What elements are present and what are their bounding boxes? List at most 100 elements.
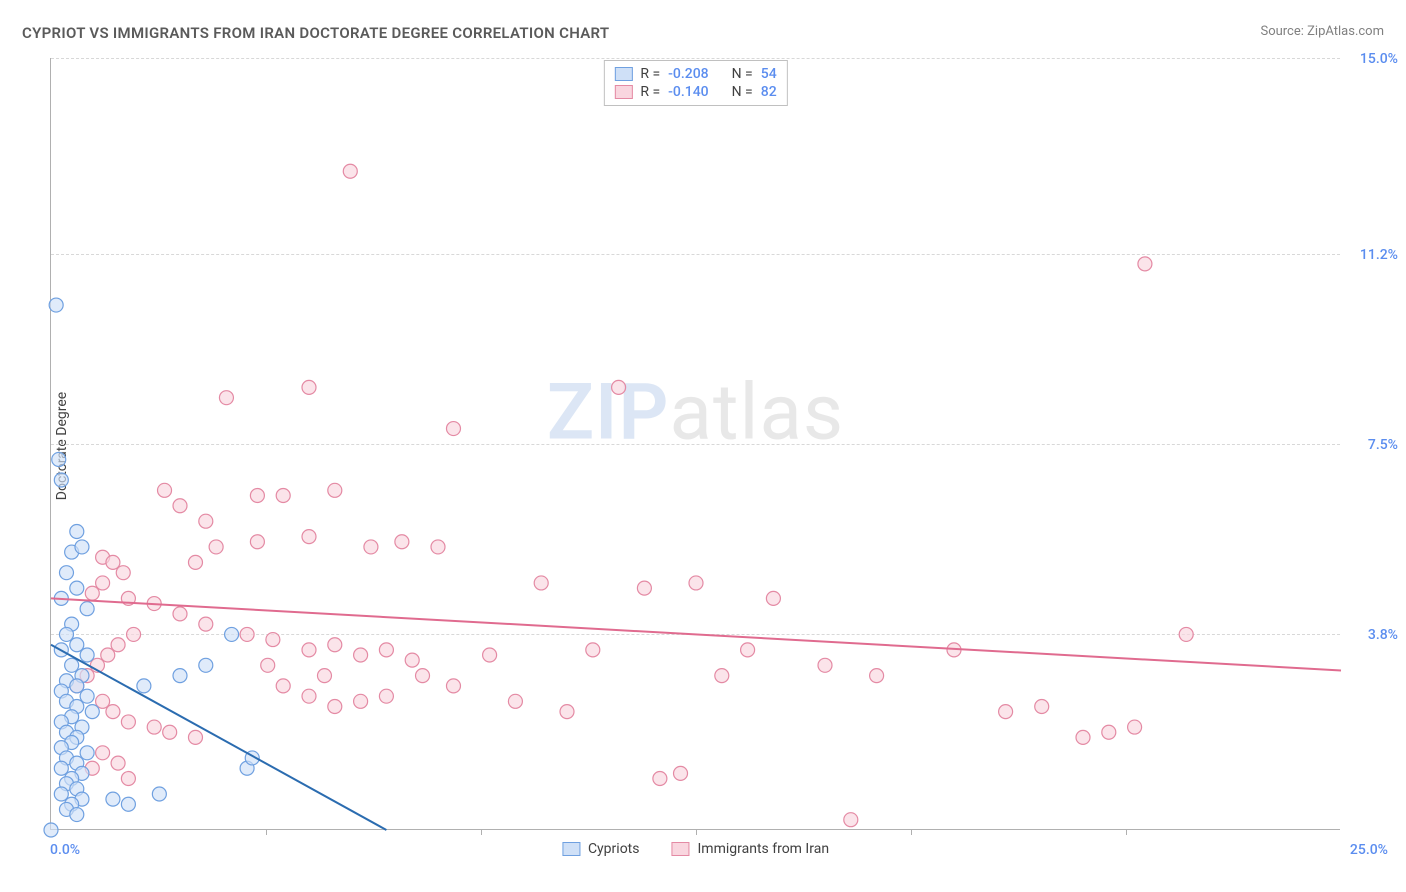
data-point — [766, 591, 780, 605]
data-point — [1138, 257, 1152, 271]
data-point — [999, 705, 1013, 719]
data-point — [106, 705, 120, 719]
data-point — [121, 715, 135, 729]
data-point — [431, 540, 445, 554]
data-point — [240, 627, 254, 641]
data-point — [1076, 730, 1090, 744]
trend-line — [51, 645, 386, 830]
legend-label: Immigrants from Iran — [697, 841, 829, 857]
data-point — [354, 694, 368, 708]
data-point — [317, 669, 331, 683]
data-point — [328, 699, 342, 713]
data-point — [261, 658, 275, 672]
data-point — [379, 689, 393, 703]
data-point — [70, 524, 84, 538]
legend-label: Cypriots — [588, 841, 640, 857]
data-point — [80, 689, 94, 703]
data-point — [96, 694, 110, 708]
data-point — [85, 586, 99, 600]
y-tick-label: 3.8% — [1368, 627, 1398, 643]
data-point — [188, 730, 202, 744]
x-tick — [266, 829, 267, 835]
data-point — [250, 535, 264, 549]
stats-r-value: -0.140 — [668, 84, 708, 100]
chart-source: Source: ZipAtlas.com — [1260, 24, 1384, 39]
data-point — [96, 576, 110, 590]
data-point — [188, 555, 202, 569]
data-point — [250, 488, 264, 502]
data-point — [328, 483, 342, 497]
stats-box: R = -0.208 N = 54 R = -0.140 N = 82 — [603, 60, 787, 106]
data-point — [276, 679, 290, 693]
data-point — [395, 535, 409, 549]
data-point — [52, 452, 66, 466]
data-point — [674, 766, 688, 780]
data-point — [59, 627, 73, 641]
data-point — [199, 617, 213, 631]
data-point — [741, 643, 755, 657]
data-point — [70, 679, 84, 693]
data-point — [302, 643, 316, 657]
legend-item: Immigrants from Iran — [671, 841, 829, 857]
data-point — [689, 576, 703, 590]
data-point — [1128, 720, 1142, 734]
data-point — [49, 298, 63, 312]
x-tick — [911, 829, 912, 835]
data-point — [446, 422, 460, 436]
data-point — [364, 540, 378, 554]
data-point — [225, 627, 239, 641]
data-point — [343, 164, 357, 178]
x-max-label: 25.0% — [1350, 842, 1388, 858]
data-point — [818, 658, 832, 672]
data-point — [173, 499, 187, 513]
legend-item: Cypriots — [562, 841, 640, 857]
data-point — [446, 679, 460, 693]
data-point — [560, 705, 574, 719]
data-point — [276, 488, 290, 502]
data-point — [70, 808, 84, 822]
data-point — [96, 746, 110, 760]
x-tick — [481, 829, 482, 835]
stats-n-label: N = — [732, 66, 753, 82]
data-point — [54, 473, 68, 487]
stats-row: R = -0.208 N = 54 — [614, 65, 776, 83]
data-point — [266, 633, 280, 647]
data-point — [1102, 725, 1116, 739]
legend: Cypriots Immigrants from Iran — [562, 841, 829, 857]
data-point — [199, 514, 213, 528]
data-point — [101, 648, 115, 662]
data-point — [121, 772, 135, 786]
data-point — [354, 648, 368, 662]
data-point — [44, 823, 58, 837]
data-point — [163, 725, 177, 739]
x-tick — [696, 829, 697, 835]
stats-r-label: R = — [640, 84, 660, 100]
data-point — [121, 797, 135, 811]
data-point — [173, 607, 187, 621]
data-point — [75, 540, 89, 554]
data-point — [219, 391, 233, 405]
data-point — [483, 648, 497, 662]
stats-n-label: N = — [732, 84, 753, 100]
data-point — [106, 792, 120, 806]
data-point — [106, 555, 120, 569]
data-point — [80, 746, 94, 760]
data-point — [80, 602, 94, 616]
data-point — [173, 669, 187, 683]
data-point — [111, 638, 125, 652]
stats-n-value: 54 — [761, 66, 777, 82]
data-point — [302, 689, 316, 703]
data-point — [158, 483, 172, 497]
data-point — [54, 761, 68, 775]
data-point — [111, 756, 125, 770]
data-point — [405, 653, 419, 667]
data-point — [870, 669, 884, 683]
y-tick-label: 15.0% — [1360, 51, 1398, 67]
data-point — [199, 658, 213, 672]
chart-title: CYPRIOT VS IMMIGRANTS FROM IRAN DOCTORAT… — [22, 24, 609, 42]
data-point — [209, 540, 223, 554]
scatter-plot — [51, 58, 1340, 829]
y-tick-label: 11.2% — [1360, 247, 1398, 263]
data-point — [612, 380, 626, 394]
data-point — [137, 679, 151, 693]
